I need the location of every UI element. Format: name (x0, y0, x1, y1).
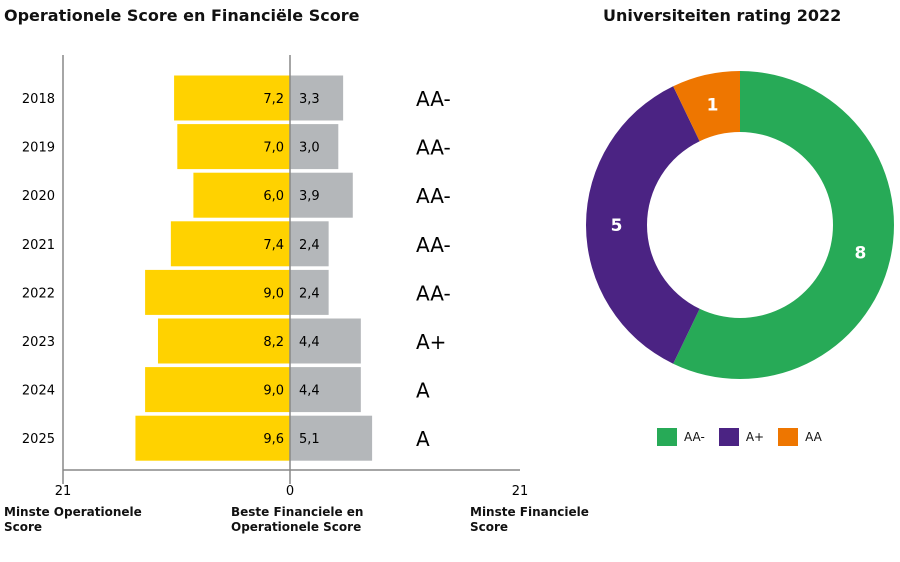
data-label-financial: 4,4 (299, 384, 320, 399)
data-label-operational: 7,4 (263, 238, 284, 253)
data-label-financial: 4,4 (299, 335, 320, 350)
rating-label: AA- (416, 87, 451, 111)
data-label-financial: 2,4 (299, 286, 320, 301)
data-label-operational: 7,2 (263, 92, 284, 107)
x-tick-label: 21 (512, 484, 529, 499)
x-tick-label: 21 (55, 484, 72, 499)
x-label-left: Minste Operationele Score (4, 505, 142, 534)
bar-financial (290, 318, 361, 364)
rating-label: A (416, 427, 430, 451)
legend-item-aa: AA (778, 428, 822, 446)
y-tick-label: 2024 (22, 384, 55, 399)
rating-label: AA- (416, 184, 451, 208)
legend-swatch (657, 428, 677, 446)
bar-operational (174, 75, 290, 121)
data-label-operational: 9,0 (263, 286, 284, 301)
y-tick-label: 2025 (22, 432, 55, 447)
bar-operational (135, 415, 290, 461)
data-label-operational: 6,0 (263, 189, 284, 204)
x-label-right: Minste Financiele Score (470, 505, 589, 534)
rating-label: AA- (416, 233, 451, 257)
bar-operational (193, 172, 290, 218)
bar-financial (290, 75, 344, 121)
donut-chart-title: Universiteiten rating 2022 (603, 6, 842, 25)
donut-legend: AA- A+ AA (657, 428, 822, 446)
bar-chart-title: Operationele Score en Financiële Score (4, 6, 360, 25)
slice-label: 1 (707, 96, 719, 116)
bar-operational (170, 221, 290, 267)
legend-swatch (718, 428, 739, 446)
donut-slice (585, 86, 700, 364)
slice-label: 5 (611, 216, 623, 236)
rating-label: AA- (416, 136, 451, 160)
bar-operational (145, 269, 290, 315)
slice-label: 8 (854, 243, 866, 263)
data-label-operational: 7,0 (263, 141, 284, 156)
data-label-financial: 3,9 (299, 189, 320, 204)
donut-slice (673, 71, 740, 142)
bar-financial (290, 124, 339, 170)
data-label-operational: 9,6 (263, 432, 284, 447)
rating-label: AA- (416, 281, 451, 305)
x-label-center: Beste Financiele en Operationele Score (231, 505, 364, 534)
data-label-financial: 2,4 (299, 238, 320, 253)
legend-label: AA- (684, 430, 705, 444)
y-tick-label: 2019 (22, 141, 55, 156)
legend-label: A+ (745, 430, 765, 444)
rating-label: A+ (416, 330, 446, 354)
bar-financial (290, 269, 329, 315)
bar-financial (290, 415, 373, 461)
bar-operational (145, 367, 290, 413)
bar-financial (290, 367, 361, 413)
y-tick-label: 2021 (22, 238, 55, 253)
legend-label: AA (805, 430, 822, 444)
data-label-financial: 5,1 (299, 432, 320, 447)
bar-operational (177, 124, 290, 170)
rating-label: A (416, 379, 430, 403)
data-label-financial: 3,3 (299, 92, 320, 107)
data-label-financial: 3,0 (299, 141, 320, 156)
x-tick-label: 0 (286, 484, 294, 499)
data-label-operational: 9,0 (263, 384, 284, 399)
legend-item-a-plus: A+ (718, 428, 765, 446)
data-label-operational: 8,2 (263, 335, 284, 350)
legend-swatch (778, 428, 799, 446)
bar-financial (290, 221, 329, 267)
y-tick-label: 2018 (22, 92, 55, 107)
y-tick-label: 2022 (22, 286, 55, 301)
y-tick-label: 2023 (22, 335, 55, 350)
bar-operational (157, 318, 290, 364)
donut-slice (673, 71, 894, 379)
y-tick-label: 2020 (22, 189, 55, 204)
bar-financial (290, 172, 353, 218)
legend-item-aa-minus: AA- (657, 428, 705, 446)
